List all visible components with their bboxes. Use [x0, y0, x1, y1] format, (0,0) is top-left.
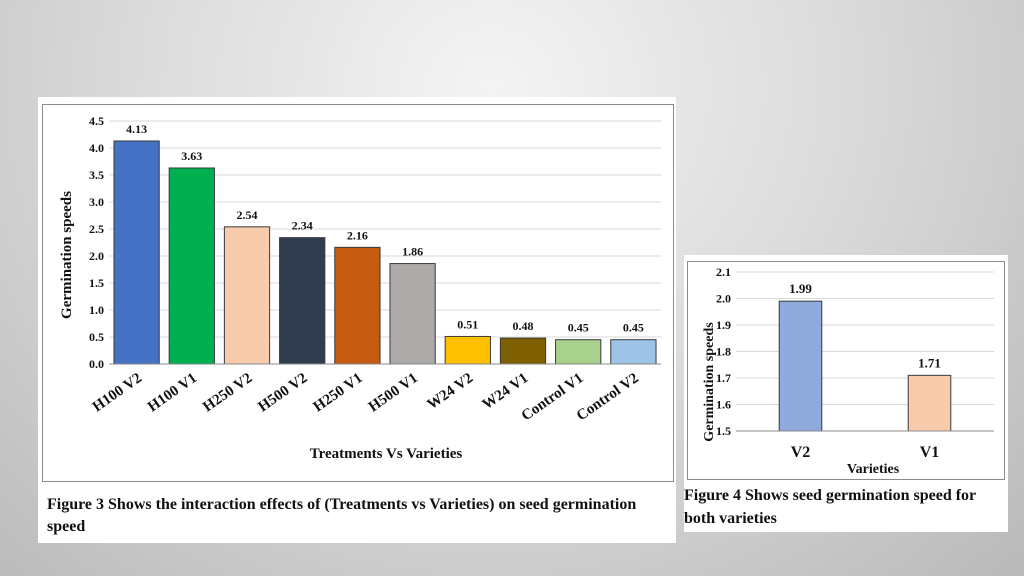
y-tick-label: 1.6 — [716, 398, 731, 412]
bar-w24-v1 — [499, 337, 547, 365]
figure-4-panel: 1.5 1.6 1.7 1.8 1.9 2.0 2.1 1.99 V2 1.71 V1 Germina… — [684, 255, 1008, 532]
x-tick-label: H100 V2 — [90, 370, 145, 415]
x-tick-label: H500 V1 — [366, 370, 421, 415]
y-tick-label: 3.0 — [89, 195, 104, 209]
data-label: 1.71 — [918, 355, 941, 370]
x-tick-label: H100 V1 — [145, 370, 200, 415]
bar-h500-v2 — [279, 237, 326, 365]
y-tick-label: 4.5 — [89, 114, 104, 128]
y-axis-title: Germination speeds — [59, 191, 75, 319]
bar-w24-v2 — [444, 335, 491, 365]
bar-h100-v1 — [168, 167, 215, 365]
y-tick-label: 1.7 — [716, 371, 731, 385]
data-label: 0.51 — [457, 317, 478, 331]
data-label: 0.45 — [623, 321, 644, 335]
x-tick-label: H250 V1 — [311, 370, 366, 415]
bar-v2 — [778, 300, 823, 432]
data-label: 4.13 — [126, 122, 147, 136]
bar-h250-v1 — [334, 246, 381, 365]
y-tick-label: 2.0 — [716, 292, 731, 306]
y-tick-label: 2.5 — [89, 222, 104, 236]
y-tick-label: 1.8 — [716, 345, 731, 359]
y-tick-label: 0.5 — [89, 330, 104, 344]
x-tick-label: V2 — [791, 444, 811, 461]
y-tick-label: 1.5 — [89, 276, 104, 290]
figure-4-caption: Figure 4 Shows seed germination speed fo… — [684, 487, 976, 527]
y-tick-label: 2.1 — [716, 265, 731, 279]
x-tick-label: W24 V2 — [424, 370, 476, 413]
y-tick-label: 0.0 — [89, 357, 104, 371]
y-tick-label: 1.9 — [716, 318, 731, 332]
bar-control-v1 — [555, 339, 602, 365]
x-tick-label: V1 — [920, 444, 940, 461]
data-label: 2.16 — [347, 228, 368, 242]
y-axis-title: Germination speeds — [702, 322, 717, 442]
data-label: 3.63 — [181, 149, 202, 163]
figure-3-caption: Figure 3 Shows the interaction effects o… — [47, 496, 637, 535]
y-tick-label: 3.5 — [89, 168, 104, 182]
data-label: 0.45 — [568, 321, 589, 335]
x-axis-title: Varieties — [847, 462, 900, 477]
bar-h500-v1 — [389, 263, 436, 365]
bar-h100-v2 — [113, 140, 160, 365]
figure-4-bar-chart: 1.5 1.6 1.7 1.8 1.9 2.0 2.1 1.99 V2 1.71 V1 Germina… — [702, 265, 994, 477]
x-tick-label: H500 V2 — [255, 370, 310, 415]
x-tick-label: Control V2 — [574, 370, 642, 424]
data-label: 2.34 — [292, 219, 313, 233]
bar-v1 — [907, 374, 952, 432]
y-tick-label: 1.0 — [89, 303, 104, 317]
data-label: 1.86 — [402, 245, 423, 259]
bar-h250-v2 — [223, 226, 271, 365]
figure-3-chart-frame: 0.0 0.5 1.0 1.5 2.0 2.5 3.0 3.5 4.0 4.5 4.13 H100 V… — [42, 104, 674, 482]
figure-3-panel: 0.0 0.5 1.0 1.5 2.0 2.5 3.0 3.5 4.0 4.5 4.13 H100 V… — [38, 97, 676, 543]
y-tick-label: 4.0 — [89, 141, 104, 155]
figure-3-bar-chart: 0.0 0.5 1.0 1.5 2.0 2.5 3.0 3.5 4.0 4.5 4.13 H100 V… — [59, 114, 661, 462]
x-tick-label: H250 V2 — [200, 370, 255, 415]
y-tick-label: 1.5 — [716, 424, 731, 438]
x-tick-label: W24 V1 — [480, 370, 532, 413]
data-label: 0.48 — [513, 319, 534, 333]
x-axis-title: Treatments Vs Varieties — [310, 446, 463, 462]
y-tick-label: 2.0 — [89, 249, 104, 263]
data-label: 2.54 — [237, 208, 258, 222]
figure-4-chart-frame: 1.5 1.6 1.7 1.8 1.9 2.0 2.1 1.99 V2 1.71 V1 Germina… — [687, 261, 1005, 480]
data-label: 1.99 — [789, 281, 812, 296]
bar-control-v2 — [610, 339, 657, 365]
